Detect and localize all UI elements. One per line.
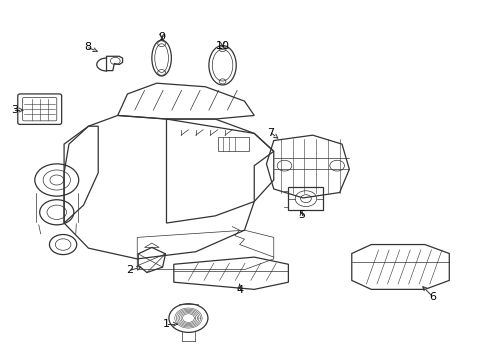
Text: 3: 3 — [11, 105, 18, 115]
Bar — [288, 187, 323, 211]
Text: 9: 9 — [158, 32, 165, 42]
Text: 1: 1 — [163, 319, 170, 329]
Text: 7: 7 — [267, 128, 274, 138]
Text: 8: 8 — [84, 42, 91, 52]
Text: 10: 10 — [215, 41, 229, 50]
Text: 4: 4 — [236, 285, 243, 295]
Text: 6: 6 — [428, 292, 435, 302]
Bar — [217, 137, 249, 151]
Text: 5: 5 — [298, 210, 305, 220]
Text: 2: 2 — [126, 265, 133, 275]
